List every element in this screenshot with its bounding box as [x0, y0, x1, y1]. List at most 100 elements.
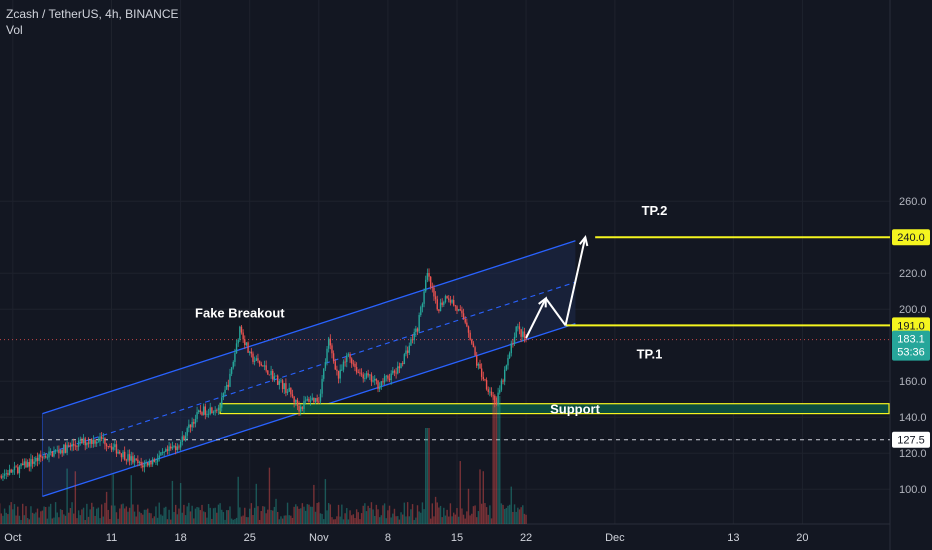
volume-bar	[311, 506, 313, 524]
symbol-title[interactable]: Zcash / TetherUS, 4h, BINANCE	[6, 7, 179, 21]
candle-body	[166, 449, 169, 451]
volume-bar	[110, 505, 113, 524]
volume-bar	[390, 517, 392, 524]
arrow-head	[578, 234, 589, 247]
candle-body	[20, 463, 22, 467]
volume-bar	[354, 518, 356, 524]
candle-body	[40, 454, 42, 458]
time-axis-tick: 22	[520, 532, 532, 544]
volume-bar	[260, 511, 262, 524]
candle-body	[69, 445, 72, 447]
countdown-text: 53:36	[897, 347, 925, 359]
volume-bar	[20, 519, 22, 524]
volume-bar	[253, 507, 256, 524]
volume-bar	[31, 512, 34, 524]
candle-body	[383, 376, 386, 383]
candle-body	[334, 361, 336, 370]
candle-body	[372, 380, 374, 382]
volume-bar	[209, 507, 211, 524]
volume-bar	[202, 511, 205, 524]
volume-bar	[127, 511, 129, 524]
candle-body	[421, 303, 424, 308]
dashed-price-label: 127.5	[892, 431, 930, 448]
volume-bar	[355, 509, 358, 524]
volume-bar	[303, 506, 305, 524]
volume-bar	[74, 471, 77, 524]
candle-body	[122, 451, 124, 458]
volume-bar	[487, 514, 489, 524]
candle-body	[142, 465, 144, 468]
volume-bar	[0, 513, 3, 524]
candle-body	[523, 331, 526, 338]
tp2-price-label-text: 240.0	[897, 232, 925, 244]
volume-bar	[46, 518, 49, 524]
candle-body	[59, 450, 62, 454]
volume-bar	[115, 512, 118, 524]
volume-bar	[454, 514, 457, 524]
volume-bar	[206, 517, 208, 524]
candle-body	[510, 343, 512, 354]
volume-bar	[323, 519, 325, 524]
volume-bar	[130, 475, 132, 524]
volume-bar	[155, 506, 157, 524]
candle-body	[127, 454, 129, 461]
volume-bar	[270, 510, 272, 524]
candle-body	[230, 367, 233, 374]
volume-bar	[499, 396, 501, 524]
candle-body	[408, 345, 410, 353]
volume-bar	[199, 510, 202, 524]
candle-body	[290, 387, 292, 395]
volume-bar	[472, 506, 475, 524]
candle-body	[331, 345, 333, 354]
candle-body	[201, 412, 203, 415]
candle-body	[494, 395, 496, 403]
volume-bar	[240, 516, 243, 524]
volume-bar	[263, 506, 266, 524]
volume-bar	[372, 509, 374, 524]
volume-bar	[211, 518, 213, 524]
candle-body	[426, 272, 429, 280]
volume-bar	[45, 506, 47, 524]
volume-bar	[347, 519, 350, 524]
volume-bar	[334, 519, 336, 524]
candle-body	[311, 397, 313, 401]
volume-bar	[500, 503, 503, 524]
volume-bar	[326, 510, 328, 524]
candle-body	[235, 343, 238, 354]
tp1-price-label: 191.0	[892, 317, 930, 334]
volume-bar	[380, 515, 383, 524]
candle-body	[375, 378, 378, 381]
candle-body	[255, 358, 257, 361]
candle-body	[449, 300, 452, 303]
volume-bar	[411, 504, 414, 524]
volume-bar	[97, 507, 100, 524]
volume-bar	[367, 505, 369, 524]
candle-body	[480, 368, 483, 377]
candle-body	[147, 462, 149, 466]
volume-bar	[235, 517, 238, 524]
time-axis-tick: 15	[451, 532, 463, 544]
candle-body	[518, 326, 521, 330]
candle-body	[143, 463, 146, 468]
candle-body	[316, 398, 318, 402]
volume-bar	[138, 511, 141, 524]
candle-body	[362, 374, 364, 379]
candle-body	[202, 406, 205, 415]
volume-bar	[193, 518, 195, 524]
candle-body	[397, 366, 399, 374]
volume-bar	[301, 503, 304, 524]
volume-bar	[462, 514, 465, 524]
candle-body	[406, 350, 409, 353]
volume-bar	[153, 516, 156, 524]
volume-bar	[61, 509, 63, 524]
volume-bar	[92, 506, 95, 524]
candle-body	[321, 378, 323, 394]
volume-bar	[230, 518, 233, 524]
candle-body	[72, 443, 75, 446]
volume-bar	[441, 517, 443, 524]
volume-bar	[349, 510, 351, 524]
candle-body	[84, 438, 86, 446]
price-axis-tick: 260.0	[899, 196, 927, 208]
candle-body	[382, 381, 384, 383]
